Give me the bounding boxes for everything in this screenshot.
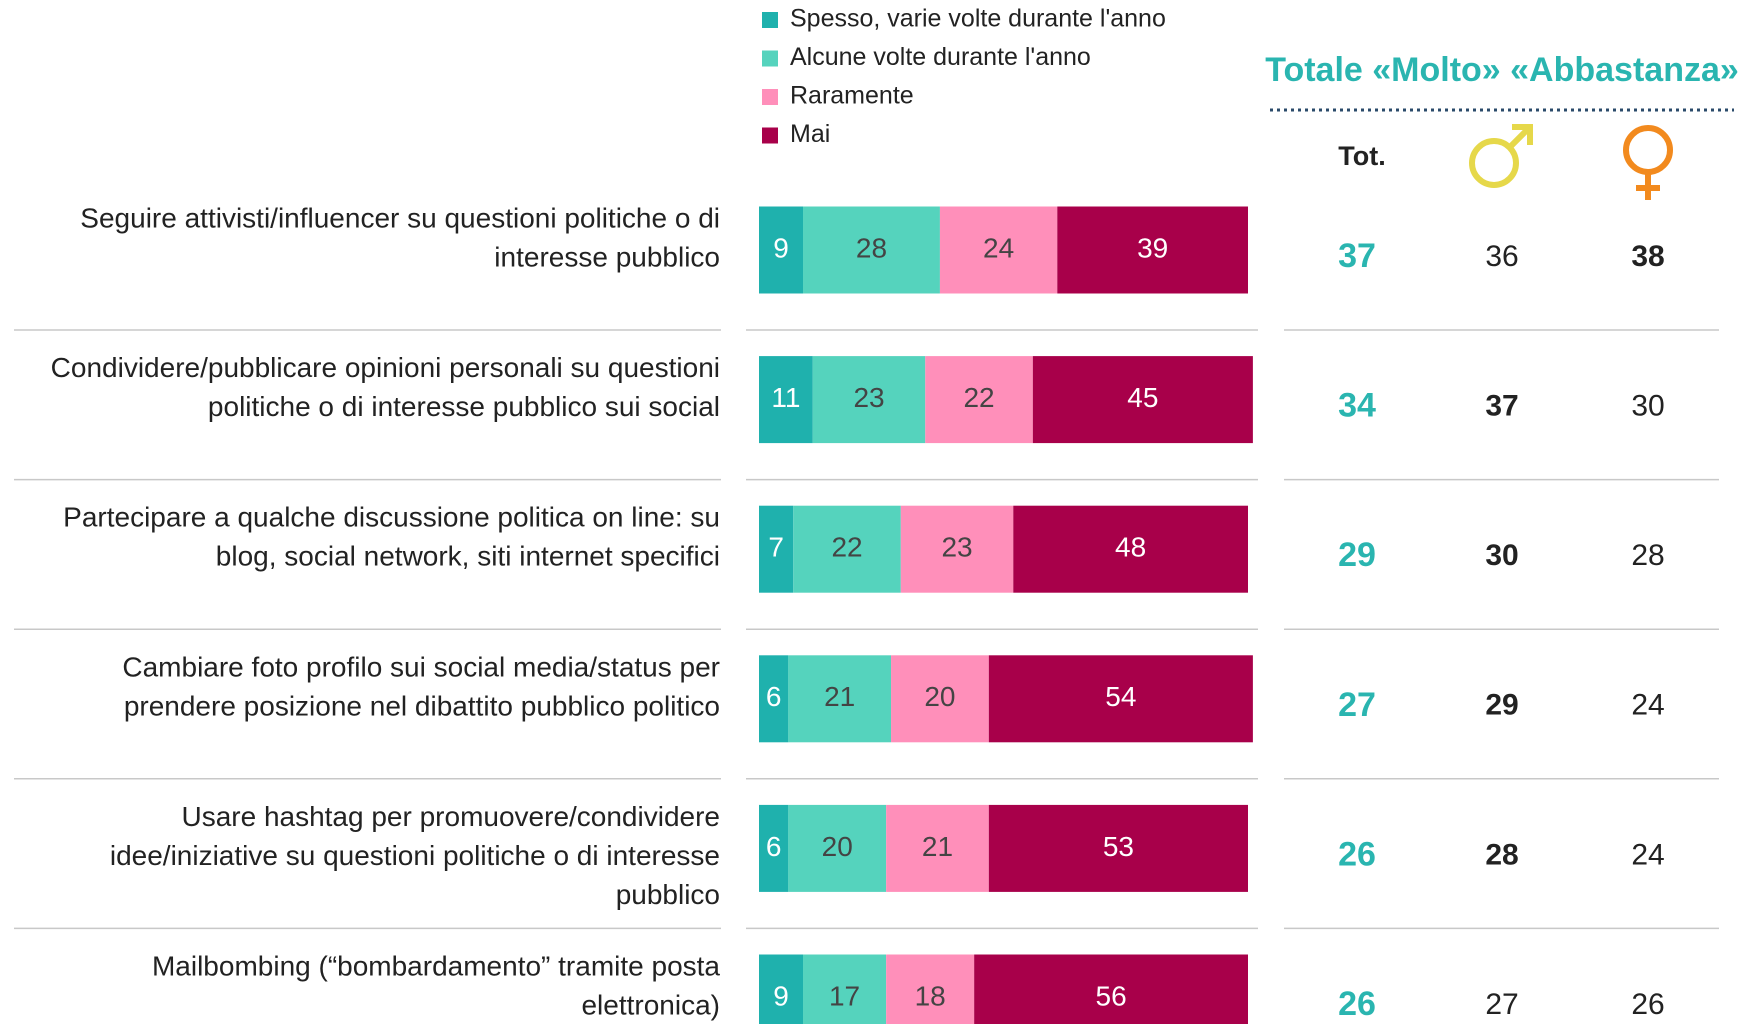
bar-segment: [788, 804, 887, 892]
female-icon: [1623, 125, 1673, 200]
bar-segment: [900, 505, 1014, 593]
male-value: 30: [1485, 539, 1518, 572]
legend-swatch: [762, 89, 778, 105]
bar-segment: [886, 954, 975, 1024]
male-value: 37: [1485, 390, 1518, 423]
bar-value-label: 28: [856, 232, 887, 263]
legend-label: Spesso, varie volte durante l'anno: [790, 5, 1166, 33]
bar-value-label: 39: [1137, 232, 1168, 263]
female-value: 28: [1631, 539, 1664, 572]
bar-segment: [759, 655, 789, 743]
bar-segment: [988, 804, 1248, 892]
bar-value-label: 20: [924, 681, 955, 712]
bar-value-label: 56: [1096, 980, 1127, 1011]
bar-value-label: 11: [771, 382, 800, 413]
category-label: Condividere/pubblicare opinioni personal…: [51, 352, 720, 422]
bar-value-label: 53: [1103, 831, 1134, 862]
bar-value-label: 7: [768, 532, 784, 563]
total-value: 26: [1338, 835, 1376, 873]
male-value: 36: [1485, 240, 1518, 273]
bar-segment: [759, 356, 813, 444]
bar-value-label: 6: [766, 681, 782, 712]
female-value: 38: [1631, 240, 1664, 273]
bar-segment: [974, 954, 1248, 1024]
bar-value-label: 18: [915, 980, 946, 1011]
bar-value-label: 48: [1115, 532, 1146, 563]
bar-segment: [759, 954, 804, 1024]
bar-value-label: 23: [941, 532, 972, 563]
female-value: 30: [1631, 390, 1664, 423]
bar-segment: [793, 505, 901, 593]
legend-label: Alcune volte durante l'anno: [790, 43, 1091, 71]
bar-segment: [988, 655, 1253, 743]
bar-value-label: 22: [963, 382, 994, 413]
female-value: 24: [1631, 689, 1664, 722]
category-label: Usare hashtag per promuovere/condividere…: [110, 801, 720, 910]
total-value: 27: [1338, 686, 1376, 724]
bar-segment: [803, 954, 887, 1024]
bar-value-label: 21: [824, 681, 855, 712]
bar-value-label: 20: [822, 831, 853, 862]
bar-value-label: 9: [773, 980, 789, 1011]
male-value: 28: [1485, 838, 1518, 871]
male-value: 27: [1485, 988, 1518, 1021]
legend-swatch: [762, 127, 778, 144]
category-label: Partecipare a qualche discussione politi…: [63, 502, 720, 572]
bar-segment: [788, 655, 892, 743]
bar-value-label: 21: [922, 831, 953, 862]
male-icon: [1469, 124, 1533, 188]
bar-segment: [759, 505, 794, 593]
total-header: Tot.: [1338, 141, 1385, 171]
total-value: 34: [1338, 387, 1376, 425]
bar-segment: [939, 206, 1058, 294]
female-value: 24: [1631, 838, 1664, 871]
bar-segment: [891, 655, 989, 743]
bar-segment: [759, 206, 804, 294]
bar-value-label: 23: [853, 382, 884, 413]
bar-value-label: 45: [1127, 382, 1158, 413]
bar-value-label: 9: [773, 232, 789, 263]
total-value: 29: [1338, 536, 1376, 574]
bar-value-label: 24: [983, 232, 1014, 263]
bar-segment: [925, 356, 1033, 444]
bar-value-label: 17: [829, 980, 860, 1011]
legend-swatch: [762, 50, 778, 67]
category-label: Cambiare foto profilo sui social media/s…: [122, 652, 720, 722]
total-value: 37: [1338, 237, 1376, 275]
total-value: 26: [1338, 985, 1376, 1023]
bar-segment: [812, 356, 926, 444]
table-title: Totale «Molto» «Abbastanza»: [1265, 51, 1739, 89]
male-value: 29: [1485, 689, 1518, 722]
bar-segment: [1032, 356, 1253, 444]
bar-segment: [1013, 505, 1248, 593]
legend-swatch: [762, 12, 778, 28]
female-value: 26: [1631, 988, 1664, 1021]
bar-segment: [1057, 206, 1248, 294]
legend-label: Raramente: [790, 82, 914, 110]
category-label: Seguire attivisti/influencer su question…: [80, 203, 720, 273]
bar-value-label: 54: [1105, 681, 1136, 712]
bar-segment: [886, 804, 989, 892]
bar-segment: [759, 804, 789, 892]
bar-value-label: 22: [831, 532, 862, 563]
bar-segment: [803, 206, 940, 294]
category-label: Mailbombing (“bombardamento” tramite pos…: [152, 951, 720, 1021]
legend-label: Mai: [790, 120, 830, 148]
bar-value-label: 6: [766, 831, 782, 862]
